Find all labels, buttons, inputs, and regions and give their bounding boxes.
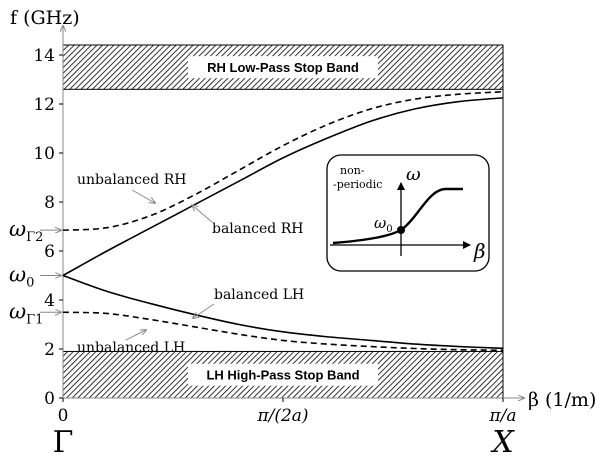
x-tick-label-0: 0	[58, 406, 69, 426]
y-axis-title: f (GHz)	[10, 7, 80, 29]
stop-band-label-1: LH High-Pass Stop Band	[206, 368, 359, 383]
marker-label-2: ωΓ1	[9, 299, 43, 327]
x-tick-label-2: π/a	[488, 406, 516, 426]
stop-band-label-0: RH Low-Pass Stop Band	[207, 60, 359, 75]
series-group	[62, 90, 504, 352]
y-tick-label-4: 4	[44, 291, 55, 311]
stop-band-label-bg-0	[188, 56, 378, 79]
x-ticks: 0Γπ/(2a) π/aX	[53, 398, 517, 460]
y-tick-label-0: 0	[44, 389, 55, 409]
marker-label-1: ω0	[9, 263, 34, 291]
y-ticks: 0 2 4 6 8 10 12 14	[33, 46, 63, 409]
y-tick-label-8: 8	[44, 193, 55, 213]
x-point-label-2: X	[490, 425, 515, 460]
inset-note-line2: -periodic	[333, 178, 382, 191]
marker-label-0: ωΓ2	[9, 217, 43, 245]
annotation-arrow-0	[192, 205, 213, 223]
x-point-label-0: Γ	[53, 425, 74, 460]
inset-x-label: β	[473, 239, 486, 263]
inset-frame	[326, 154, 490, 272]
series-line-3	[62, 311, 504, 352]
inset-y-label: ω	[406, 164, 421, 185]
series-annotations: balanced RH unbalanced RH balanced LH unbal…	[77, 172, 304, 356]
annotation-label-0: balanced RH	[212, 221, 303, 237]
y-tick-label-14: 14	[33, 46, 55, 66]
annotation-arrow-1	[131, 189, 155, 203]
y-tick-label-6: 6	[44, 242, 55, 262]
series-line-2	[62, 274, 504, 350]
y-tick-label-12: 12	[33, 95, 55, 115]
y-tick-label-10: 10	[33, 144, 55, 164]
annotation-label-1: unbalanced RH	[77, 172, 186, 188]
inset-panel: non- -periodic ω β ω0	[326, 154, 490, 272]
x-axis-title: β (1/m)	[528, 389, 596, 411]
annotation-arrow-3	[125, 330, 146, 341]
annotation-arrow-2	[193, 303, 215, 318]
annotation-label-3: unbalanced LH	[77, 340, 185, 356]
series-line-0	[62, 97, 504, 277]
inset-point	[397, 226, 405, 234]
series-line-1	[62, 90, 504, 231]
inset-note-line1: non-	[340, 164, 365, 177]
stop-band-label-bg-1	[188, 363, 378, 386]
annotation-label-2: balanced LH	[214, 287, 304, 303]
x-tick-label-1: π/(2a)	[256, 406, 308, 426]
y-tick-label-2: 2	[44, 340, 55, 360]
